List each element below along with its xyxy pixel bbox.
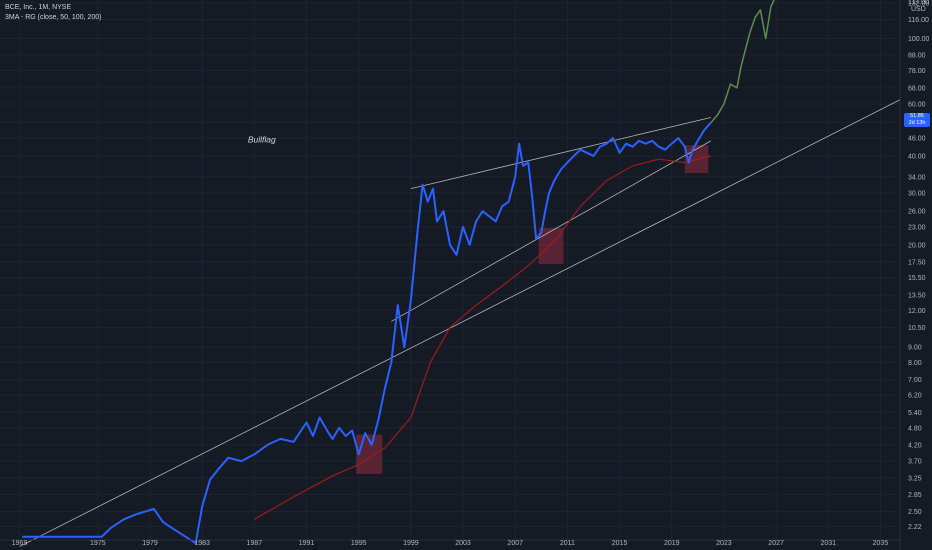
currency-label: USD bbox=[911, 6, 926, 13]
last-price-value: 51.85 bbox=[910, 113, 924, 119]
x-tick-label: 1983 bbox=[194, 540, 210, 547]
symbol-title[interactable]: BCE, Inc., 1M, NYSE bbox=[5, 4, 72, 11]
x-tick-label: 2011 bbox=[560, 540, 575, 547]
y-tick-label: 8.00 bbox=[908, 360, 922, 367]
y-tick-label: 3.25 bbox=[908, 475, 922, 482]
y-tick-label: 116.00 bbox=[908, 17, 929, 24]
x-tick-label: 1987 bbox=[247, 540, 263, 547]
y-tick-label: 26.00 bbox=[908, 209, 926, 216]
x-tick-label: 2027 bbox=[768, 540, 784, 547]
y-tick-label: 30.00 bbox=[908, 190, 926, 197]
x-tick-label: 1991 bbox=[299, 540, 315, 547]
y-tick-label: 15.50 bbox=[908, 275, 926, 282]
indicator-title[interactable]: 3MA - RG (close, 50, 100, 200) bbox=[5, 14, 102, 21]
y-tick-label-partial: 117.00 bbox=[908, 0, 929, 6]
y-tick-label: 46.00 bbox=[908, 136, 926, 143]
y-tick-label: 68.00 bbox=[908, 85, 926, 92]
chart-legend: BCE, Inc., 1M, NYSE 3MA - RG (close, 50,… bbox=[5, 3, 102, 23]
x-tick-label: 1979 bbox=[142, 540, 158, 547]
y-tick-label: 2.85 bbox=[908, 492, 922, 499]
x-tick-label: 2035 bbox=[873, 540, 889, 547]
trendline bbox=[391, 140, 712, 322]
x-tick-label: 2023 bbox=[716, 540, 732, 547]
y-tick-label: 2.50 bbox=[908, 509, 922, 516]
x-tick-label: 2003 bbox=[455, 540, 471, 547]
bullflag-annotation: Bullflag bbox=[248, 134, 276, 144]
y-tick-label: 4.20 bbox=[908, 442, 922, 449]
y-tick-label: 100.00 bbox=[908, 36, 930, 43]
x-tick-label: 2015 bbox=[612, 540, 628, 547]
y-tick-label: 20.00 bbox=[908, 242, 926, 249]
trendlines bbox=[19, 99, 901, 547]
price-line bbox=[22, 122, 712, 545]
y-tick-label: 12.00 bbox=[908, 308, 926, 315]
y-tick-label: 3.70 bbox=[908, 459, 922, 466]
x-tick-label: 2019 bbox=[664, 540, 680, 547]
y-tick-label: 13.50 bbox=[908, 293, 926, 300]
x-tick-label: 1975 bbox=[90, 540, 106, 547]
y-tick-label: 2.22 bbox=[908, 524, 922, 531]
x-tick-label: 2007 bbox=[507, 540, 523, 547]
chart-series bbox=[22, 0, 775, 545]
projection-line bbox=[710, 0, 775, 124]
y-tick-label: 17.50 bbox=[908, 259, 926, 266]
chart-grid bbox=[0, 0, 900, 540]
y-tick-label: 88.00 bbox=[908, 52, 926, 59]
y-tick-label: 34.00 bbox=[908, 174, 926, 181]
trendline bbox=[19, 99, 901, 547]
y-tick-label: 23.00 bbox=[908, 224, 926, 231]
x-axis[interactable]: 1969 1975 1979 1983 1987 1991 1995 1999 2003 2007… bbox=[0, 539, 900, 547]
x-tick-label: 1999 bbox=[403, 540, 419, 547]
y-tick-label: 132.00 bbox=[908, 0, 930, 7]
y-tick-label: 40.00 bbox=[908, 153, 926, 160]
x-tick-label: 1995 bbox=[351, 540, 367, 547]
bar-countdown: 2d 13h bbox=[908, 120, 926, 126]
x-tick-label: 1969 bbox=[12, 540, 28, 547]
y-tick-label: 78.00 bbox=[908, 68, 926, 75]
y-tick-label: 60.00 bbox=[908, 101, 926, 108]
y-axis-background bbox=[900, 0, 932, 550]
y-tick-label: 9.00 bbox=[908, 345, 922, 352]
y-tick-label: 10.50 bbox=[908, 325, 926, 332]
y-tick-label: 4.80 bbox=[908, 425, 922, 432]
y-tick-label: 7.00 bbox=[908, 377, 922, 384]
y-axis[interactable]: 2.22 2.50 2.85 3.25 3.70 4.20 4.80 5.40 6.20 7.00… bbox=[899, 0, 932, 550]
y-tick-label: 6.20 bbox=[908, 392, 922, 399]
x-tick-label: 2031 bbox=[820, 540, 836, 547]
moving-average-line bbox=[254, 155, 712, 520]
y-tick-label: 5.40 bbox=[908, 410, 922, 417]
trendline bbox=[410, 117, 711, 190]
last-price-tag: 51.85 2d 13h bbox=[904, 113, 930, 127]
